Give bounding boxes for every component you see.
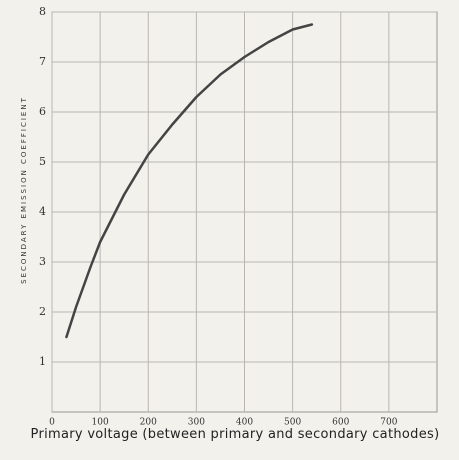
y-tick-label: 7 xyxy=(39,55,46,68)
x-tick-label: 100 xyxy=(92,418,109,428)
y-tick-label: 4 xyxy=(39,205,46,218)
x-tick-label: 500 xyxy=(284,418,301,428)
x-tick-label: 200 xyxy=(140,418,157,428)
y-tick-label: 2 xyxy=(39,305,46,318)
x-axis-label: Primary voltage (between primary and sec… xyxy=(30,427,440,442)
x-tick-label: 0 xyxy=(49,418,55,428)
x-tick-label: 300 xyxy=(188,418,205,428)
x-tick-label: 600 xyxy=(332,418,349,428)
y-tick-label: 8 xyxy=(39,5,46,18)
y-axis-label: SECONDARY EMISSION COEFFICIENT xyxy=(20,96,28,284)
y-tick-label: 1 xyxy=(39,355,46,368)
x-tick-label: 400 xyxy=(236,418,253,428)
x-tick-label: 700 xyxy=(380,418,397,428)
y-tick-label: 5 xyxy=(39,155,46,168)
y-tick-label: 6 xyxy=(39,105,46,118)
y-tick-label: 3 xyxy=(39,255,46,268)
data-line xyxy=(65,23,314,339)
